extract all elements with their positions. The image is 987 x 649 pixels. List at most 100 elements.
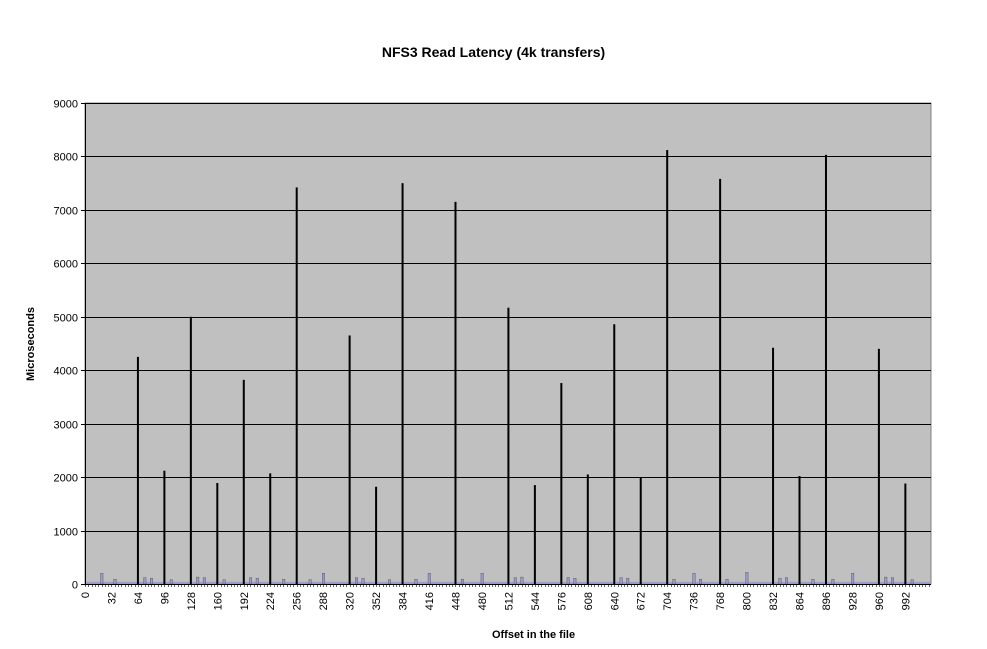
bar-baseline — [184, 581, 186, 584]
bar-baseline — [488, 581, 491, 584]
bar-small-416 — [427, 573, 431, 585]
bar-baseline — [192, 581, 195, 584]
bar-small-168 — [222, 579, 226, 585]
bar-peak-192 — [242, 379, 245, 584]
bar-baseline — [157, 581, 160, 584]
bar-baseline — [539, 581, 542, 584]
bar-baseline — [864, 581, 866, 584]
bar-baseline — [617, 581, 620, 584]
x-tick-label: 896 — [821, 592, 833, 610]
bar-baseline — [306, 581, 309, 584]
bar-baseline — [394, 581, 396, 584]
bar-baseline — [98, 581, 100, 584]
bar-baseline — [804, 581, 806, 584]
bar-peak-992 — [904, 483, 907, 584]
bar-baseline — [847, 581, 849, 584]
bar-baseline — [333, 581, 335, 584]
bar-baseline — [571, 581, 573, 584]
bar-baseline — [749, 581, 752, 584]
bar-baseline — [132, 581, 135, 584]
bar-baseline — [678, 581, 681, 584]
bar-baseline — [329, 581, 332, 584]
bar-baseline — [715, 581, 717, 584]
bar-baseline — [447, 581, 449, 584]
bar-baseline — [232, 581, 234, 584]
bar-baseline — [629, 581, 631, 584]
bar-baseline — [887, 581, 889, 584]
bar-baseline — [290, 581, 292, 584]
bar-small-776 — [725, 579, 729, 585]
bar-baseline — [655, 581, 658, 584]
bar-baseline — [854, 581, 856, 584]
bar-baseline — [918, 581, 921, 584]
bar-peak-608 — [586, 474, 589, 584]
bar-baseline — [703, 581, 706, 584]
bar-baseline — [837, 581, 840, 584]
x-tick-label: 768 — [715, 592, 727, 610]
bar-baseline — [448, 581, 451, 584]
bar-baseline — [822, 581, 825, 584]
bar-baseline — [218, 581, 221, 584]
bar-baseline — [286, 581, 289, 584]
bar-small-904 — [831, 579, 835, 585]
bar-baseline — [318, 581, 320, 584]
bar-baseline — [379, 581, 381, 584]
bar-baseline — [769, 581, 772, 584]
bar-baseline — [395, 581, 398, 584]
bar-small-840 — [778, 577, 782, 585]
bar-baseline — [711, 581, 714, 584]
bar-baseline — [695, 581, 697, 584]
bar-baseline — [410, 581, 413, 584]
bar-baseline — [437, 581, 439, 584]
x-tick-label: 800 — [742, 592, 754, 610]
x-tick-label: 64 — [133, 592, 145, 604]
bar-baseline — [733, 581, 735, 584]
bar-baseline — [433, 581, 436, 584]
bar-baseline — [653, 581, 656, 584]
bar-baseline — [194, 581, 196, 584]
bar-peak-384 — [401, 183, 404, 584]
y-tick-label: 0 — [72, 580, 78, 592]
bar-small-800 — [745, 572, 749, 585]
bar-baseline — [930, 581, 932, 584]
bar-baseline — [180, 581, 183, 584]
bar-baseline — [604, 581, 606, 584]
bar-baseline — [276, 581, 279, 584]
x-tick-label: 384 — [398, 592, 410, 610]
bar-baseline — [634, 581, 636, 584]
bar-baseline — [266, 581, 269, 584]
bar-baseline — [96, 581, 99, 584]
x-tick-label: 352 — [371, 592, 383, 610]
bar-baseline — [615, 581, 618, 584]
bar-small-848 — [785, 577, 788, 585]
bar-baseline — [663, 581, 666, 584]
bars — [85, 150, 932, 585]
bar-baseline — [791, 581, 793, 584]
bar-baseline — [888, 581, 891, 584]
bar-baseline — [759, 581, 762, 584]
bar-peak-224 — [269, 473, 272, 584]
y-tick-label: 8000 — [54, 152, 78, 164]
bar-baseline — [298, 581, 300, 584]
bar-baseline — [303, 581, 305, 584]
bar-baseline — [111, 581, 113, 584]
bar-baseline — [839, 581, 841, 584]
bar-peak-64 — [136, 356, 139, 584]
bar-baseline — [440, 581, 443, 584]
bar-baseline — [245, 581, 247, 584]
bar-baseline — [123, 581, 125, 584]
bar-baseline — [156, 581, 158, 584]
bar-baseline — [470, 581, 472, 584]
x-tick-label: 32 — [106, 592, 118, 604]
bar-small-20 — [100, 573, 104, 585]
bar-small-336 — [361, 577, 365, 585]
bar-baseline — [338, 581, 340, 584]
bar-small-736 — [692, 573, 696, 585]
bar-baseline — [821, 581, 823, 584]
bar-baseline — [758, 581, 760, 584]
bar-baseline — [553, 581, 555, 584]
x-tick-label: 320 — [345, 592, 357, 610]
bar-baseline — [311, 581, 314, 584]
bar-baseline — [862, 581, 864, 584]
bar-baseline — [902, 581, 904, 584]
